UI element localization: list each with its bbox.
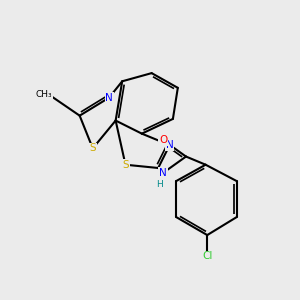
Text: S: S bbox=[122, 160, 129, 170]
Text: N: N bbox=[159, 168, 167, 178]
Text: CH₃: CH₃ bbox=[36, 90, 52, 99]
Text: Cl: Cl bbox=[202, 251, 212, 261]
Text: N: N bbox=[166, 140, 173, 150]
Text: N: N bbox=[105, 93, 113, 103]
Text: S: S bbox=[89, 143, 96, 153]
Text: O: O bbox=[159, 135, 167, 145]
Text: H: H bbox=[156, 180, 163, 189]
